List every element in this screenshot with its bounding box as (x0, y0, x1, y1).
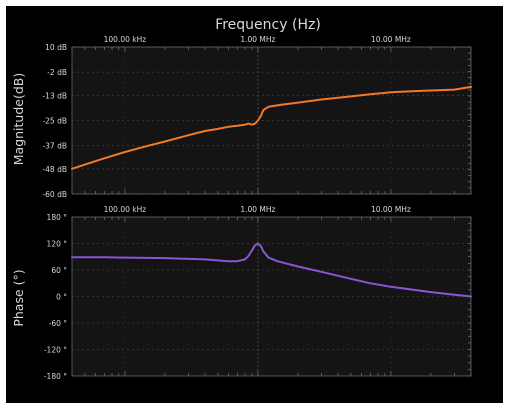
magnitude-y-tick-label: -2 dB (47, 68, 67, 77)
phase-axis-label: Phase (°) (11, 269, 26, 326)
magnitude-y-tick-label: -25 dB (42, 117, 67, 126)
phase-x-tick-label: 1.00 MHz (240, 205, 275, 214)
magnitude-x-tick-label: 10.00 MHz (371, 35, 411, 44)
magnitude-y-tick-label: -48 dB (42, 165, 67, 174)
phase-y-tick-label: -180 ° (44, 372, 67, 381)
magnitude-axis-label: Magnitude(dB) (11, 73, 26, 166)
magnitude-y-tick-label: -60 dB (42, 190, 67, 199)
phase-x-tick-label: 10.00 MHz (371, 205, 411, 214)
magnitude-y-tick-label: -37 dB (42, 142, 67, 151)
magnitude-y-tick-label: -13 dB (42, 91, 67, 100)
magnitude-x-tick-label: 1.00 MHz (240, 35, 275, 44)
phase-panel: 180 ° 120 ° 60 ° 0 ° -60 ° -120 ° -180 ° 100.00… (44, 205, 472, 381)
magnitude-series-line (71, 85, 472, 170)
magnitude-plot-area (72, 47, 471, 194)
magnitude-y-tick-label: 10 dB (45, 43, 67, 52)
magnitude-panel: 10 dB -2 dB -13 dB -25 dB -37 dB -48 dB -60 dB… (42, 35, 472, 199)
bode-plot: 10 dB -2 dB -13 dB -25 dB -37 dB -48 dB -60 dB… (11, 17, 472, 381)
phase-y-tick-label: 60 ° (51, 266, 67, 275)
phase-y-tick-label: 180 ° (47, 213, 68, 222)
phase-x-tick-label: 100.00 kHz (104, 205, 147, 214)
bode-plot-window: 10 dB -2 dB -13 dB -25 dB -37 dB -48 dB -60 dB… (6, 6, 503, 403)
phase-y-tick-label: -60 ° (49, 319, 68, 328)
phase-y-tick-label: 0 ° (56, 293, 67, 302)
magnitude-x-tick-label: 100.00 kHz (104, 35, 147, 44)
phase-y-tick-label: 120 ° (47, 240, 68, 249)
phase-y-tick-label: -120 ° (44, 346, 67, 355)
phase-plot-area (72, 217, 471, 376)
phase-series-line (71, 242, 472, 298)
magnitude-plot-border (71, 46, 472, 195)
frequency-axis-title: Frequency (Hz) (215, 17, 321, 33)
